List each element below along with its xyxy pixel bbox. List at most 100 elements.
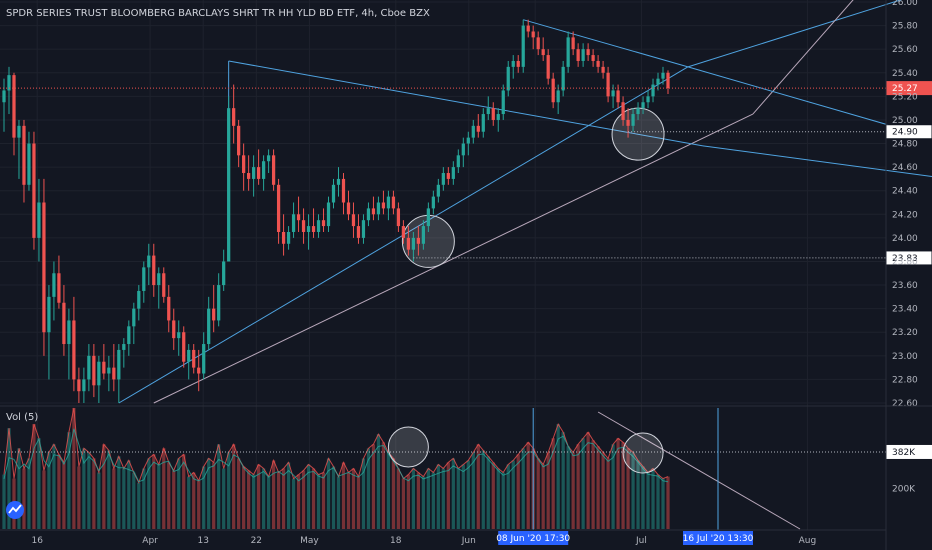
volume-bar [152,454,156,529]
volume-bar [411,468,416,529]
volume-bar [591,440,595,529]
volume-bar [67,432,71,529]
candle-body [222,261,226,286]
volume-bar [162,448,166,529]
candle-body [651,84,655,97]
volume-bar [132,472,136,529]
candle [7,66,11,115]
candle-body [351,214,356,227]
candle [401,220,406,244]
candle-body [227,108,231,262]
candle [232,84,236,144]
candle [152,243,156,297]
candle [27,131,31,191]
volume-bar [37,438,41,529]
candle-body [356,226,361,238]
candle [591,49,595,67]
candle-body [112,367,116,380]
volume-trendline [597,411,801,530]
volume-ma-line [3,428,669,483]
candle [471,119,475,144]
candle [167,285,171,333]
volume-bar [157,464,161,529]
candle [461,137,465,168]
candle [281,214,286,256]
volume-bar [391,458,396,529]
candle [546,49,550,85]
candle-body [232,108,236,126]
tradingview-logo-icon[interactable] [6,501,24,519]
candle-body [661,72,665,79]
candle [556,84,560,115]
candle-body [521,25,525,67]
candle-body [2,90,6,103]
volume-bar [466,460,470,529]
candle [291,202,296,238]
crosshair-label-1: 08 Jun '20 17:30 [496,534,570,544]
volume-bar [261,468,266,529]
volume-bar [541,464,545,529]
volume-bar [546,452,550,529]
candle [12,72,16,156]
candle-body [421,226,425,244]
candle [571,31,575,56]
candle [561,60,565,97]
candle [172,308,176,350]
candle-body [571,37,575,50]
time-tick-label: Jul [635,536,647,546]
volume-bar [232,444,236,529]
volume-bar [7,428,11,529]
candle [486,96,490,120]
candle-body [67,320,71,345]
volume-bar [486,456,490,529]
candle [651,78,655,103]
volume-bar [416,472,420,529]
candle-body [426,208,430,227]
volume-bar [77,466,81,529]
volume-bar [451,458,455,529]
candle [301,208,306,244]
candle-body [626,119,630,126]
volume-bar [82,448,86,529]
candle [177,320,181,356]
candle [306,214,311,250]
candle [636,102,640,120]
price-tick-label: 24.40 [892,187,918,197]
candle-body [491,108,495,120]
candle-body [611,90,615,97]
time-tick-label: Apr [142,536,158,546]
volume-bar [576,444,580,529]
candle-body [97,361,101,386]
candle-body [401,226,406,238]
candle [406,226,411,256]
volume-bar [651,468,655,529]
candle-body [481,114,485,132]
candle-body [162,273,166,297]
candle [506,60,510,97]
candle-body [586,49,590,56]
volume-highlight-circle [622,432,664,474]
candle-body [406,237,411,250]
volume-bar [32,424,36,529]
candle [247,155,251,191]
candle-body [42,202,46,333]
candle [261,155,266,191]
candle [431,190,435,215]
candle [516,55,520,73]
volume-bar [177,458,181,529]
volume-bar [636,460,640,529]
candle-body [147,255,151,268]
candle [376,196,381,221]
volume-bar [147,458,151,529]
candle-body [276,184,281,232]
volume-bar [27,458,31,529]
volume-bar [401,478,406,529]
volume-highlight-circle [387,426,429,468]
candle [386,190,391,221]
volume-bar [601,452,605,529]
trendline-pink-ext [752,0,854,115]
volume-bar [561,432,565,529]
candle-body [581,49,585,61]
